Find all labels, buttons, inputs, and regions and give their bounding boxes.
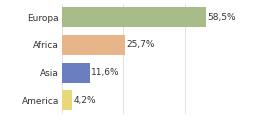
- Text: 4,2%: 4,2%: [73, 96, 96, 105]
- Text: 58,5%: 58,5%: [207, 13, 235, 22]
- Bar: [62, 63, 90, 83]
- Bar: [62, 35, 125, 55]
- Bar: [62, 7, 206, 27]
- Text: 25,7%: 25,7%: [126, 41, 155, 49]
- Bar: [62, 90, 72, 110]
- Text: 11,6%: 11,6%: [91, 68, 120, 77]
